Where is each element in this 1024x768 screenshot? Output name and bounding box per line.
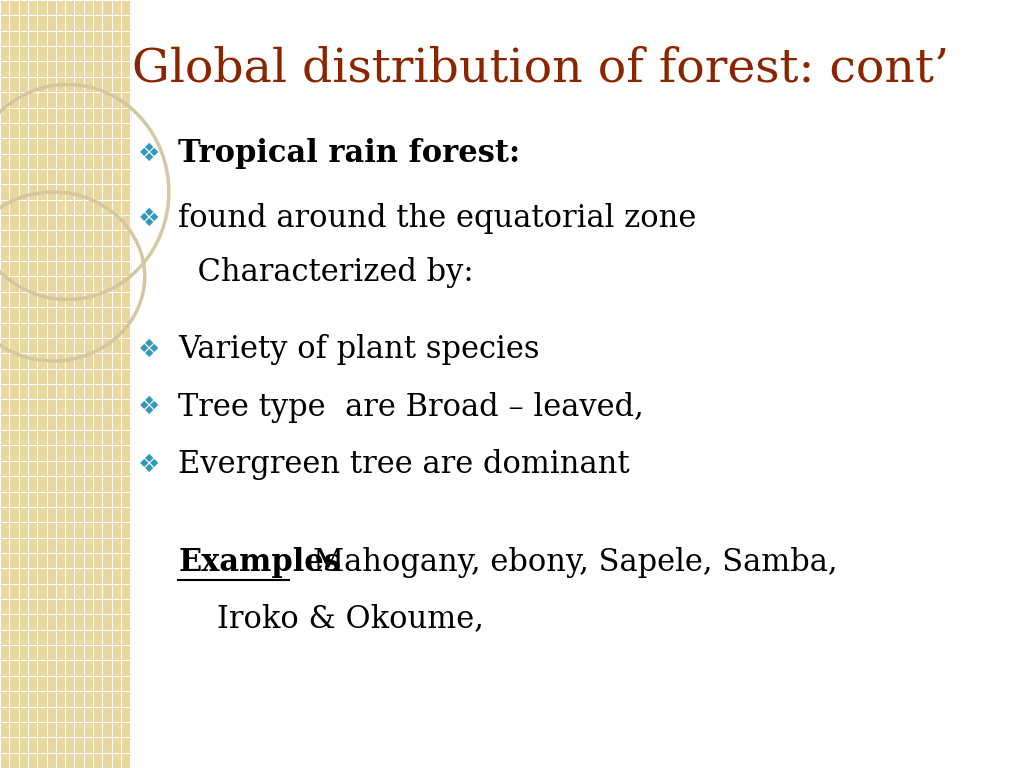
Text: ❖: ❖ — [138, 452, 161, 477]
Text: ❖: ❖ — [138, 207, 161, 231]
Text: Tree type  are Broad – leaved,: Tree type are Broad – leaved, — [178, 392, 644, 422]
Text: ❖: ❖ — [138, 395, 161, 419]
Text: Variety of plant species: Variety of plant species — [178, 334, 540, 365]
Text: Iroko & Okoume,: Iroko & Okoume, — [217, 603, 484, 634]
Bar — [0, 0, 130, 768]
Text: Tropical rain forest:: Tropical rain forest: — [178, 138, 521, 169]
Text: : Mahogany, ebony, Sapele, Samba,: : Mahogany, ebony, Sapele, Samba, — [293, 547, 838, 578]
Text: Characterized by:: Characterized by: — [178, 257, 474, 288]
Text: Global distribution of forest: cont’: Global distribution of forest: cont’ — [132, 47, 948, 91]
Text: Examples: Examples — [178, 547, 341, 578]
Text: found around the equatorial zone: found around the equatorial zone — [178, 204, 697, 234]
Text: ❖: ❖ — [138, 337, 161, 362]
Text: Evergreen tree are dominant: Evergreen tree are dominant — [178, 449, 630, 480]
Text: ❖: ❖ — [138, 141, 161, 166]
